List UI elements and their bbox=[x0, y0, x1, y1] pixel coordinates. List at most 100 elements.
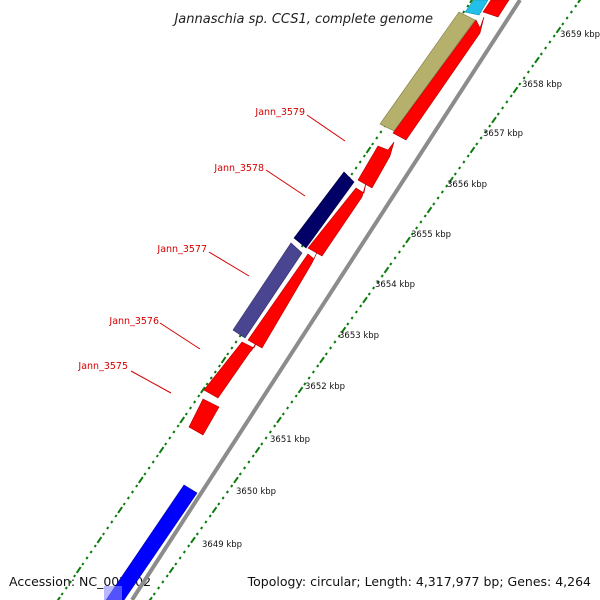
scale-label: 3654 kbp bbox=[375, 280, 415, 290]
minor-tick bbox=[359, 304, 363, 308]
minor-tick bbox=[453, 172, 457, 176]
minor-tick bbox=[73, 574, 77, 578]
minor-tick bbox=[337, 334, 341, 338]
minor-tick bbox=[230, 346, 234, 350]
gene-right-long[interactable] bbox=[392, 16, 485, 141]
minor-tick bbox=[126, 496, 130, 500]
minor-tick bbox=[290, 400, 294, 404]
minor-tick bbox=[466, 4, 470, 8]
major-tick bbox=[469, 0, 474, 4]
scale-label: 3650 kbp bbox=[236, 487, 276, 497]
minor-tick bbox=[89, 550, 93, 554]
gene-label: Jann_3577 bbox=[156, 244, 207, 255]
minor-tick bbox=[505, 100, 509, 104]
minor-tick bbox=[333, 340, 337, 344]
minor-tick bbox=[260, 442, 264, 446]
minor-tick bbox=[157, 586, 161, 590]
minor-tick bbox=[311, 370, 315, 374]
minor-tick bbox=[552, 34, 556, 38]
gene-top-right[interactable] bbox=[482, 0, 510, 18]
gene-navy[interactable] bbox=[293, 171, 355, 249]
minor-tick bbox=[234, 340, 238, 344]
minor-tick bbox=[268, 430, 272, 434]
backbone-line bbox=[130, 0, 522, 600]
minor-tick bbox=[208, 514, 212, 518]
minor-tick bbox=[367, 292, 371, 296]
major-tick bbox=[319, 356, 325, 364]
minor-tick bbox=[436, 196, 440, 200]
minor-tick bbox=[307, 376, 311, 380]
minor-tick bbox=[358, 160, 362, 164]
minor-tick bbox=[475, 142, 479, 146]
minor-tick bbox=[419, 220, 423, 224]
minor-tick bbox=[184, 412, 188, 416]
minor-tick bbox=[217, 502, 221, 506]
minor-tick bbox=[102, 532, 106, 536]
minor-tick bbox=[565, 16, 569, 20]
minor-tick bbox=[195, 532, 199, 536]
major-tick bbox=[491, 116, 497, 124]
minor-tick bbox=[165, 574, 169, 578]
gene-olive[interactable] bbox=[379, 11, 476, 132]
minor-tick bbox=[350, 316, 354, 320]
outer-tick-ring bbox=[148, 0, 582, 600]
major-tick bbox=[179, 416, 186, 424]
minor-tick bbox=[213, 370, 217, 374]
minor-tick bbox=[247, 460, 251, 464]
minor-tick bbox=[518, 82, 522, 86]
major-tick bbox=[137, 476, 144, 484]
minor-tick bbox=[402, 244, 406, 248]
major-tick bbox=[190, 536, 196, 544]
minor-tick bbox=[204, 520, 208, 524]
scale-label: 3656 kbp bbox=[447, 180, 487, 190]
minor-tick bbox=[445, 184, 449, 188]
gene-cyan[interactable] bbox=[464, 0, 489, 16]
scale-labels: 3649 kbp 3650 kbp 3651 kbp 3652 kbp 3653… bbox=[202, 30, 600, 550]
major-tick bbox=[426, 206, 433, 214]
genome-summary: Topology: circular; Length: 4,317,977 bp… bbox=[247, 574, 591, 589]
gene-label: Jann_3576 bbox=[108, 316, 159, 327]
minor-tick bbox=[209, 376, 213, 380]
minor-tick bbox=[488, 124, 492, 128]
gene-track-reverse bbox=[104, 0, 489, 600]
minor-tick bbox=[479, 136, 483, 140]
minor-tick bbox=[466, 154, 470, 158]
minor-tick bbox=[415, 226, 419, 230]
minor-tick bbox=[176, 424, 180, 428]
minor-tick bbox=[281, 412, 285, 416]
minor-tick bbox=[178, 556, 182, 560]
minor-tick bbox=[164, 442, 168, 446]
gene-jann-3576[interactable] bbox=[203, 338, 259, 399]
gene-jann-3575[interactable] bbox=[188, 398, 220, 436]
minor-tick bbox=[458, 166, 462, 170]
major-tick bbox=[405, 236, 411, 244]
minor-tick bbox=[462, 160, 466, 164]
gene-slate[interactable] bbox=[232, 242, 303, 339]
major-tick bbox=[469, 146, 476, 154]
minor-tick bbox=[372, 286, 376, 290]
minor-tick bbox=[130, 490, 135, 494]
gene-jann-3579[interactable] bbox=[357, 141, 395, 189]
minor-tick bbox=[110, 520, 114, 524]
gene-label: Jann_3575 bbox=[77, 361, 128, 372]
minor-tick bbox=[393, 256, 397, 260]
major-tick bbox=[448, 176, 454, 184]
minor-tick bbox=[569, 10, 573, 14]
minor-tick bbox=[188, 406, 193, 410]
minor-tick bbox=[410, 232, 414, 236]
minor-tick bbox=[350, 172, 354, 176]
major-tick bbox=[233, 476, 239, 484]
accession-label: Accession: NC_007802 bbox=[9, 574, 151, 589]
minor-tick bbox=[316, 364, 320, 368]
minor-tick bbox=[251, 454, 255, 458]
minor-tick bbox=[380, 274, 384, 278]
minor-tick bbox=[496, 112, 500, 116]
minor-tick bbox=[376, 280, 380, 284]
major-tick bbox=[555, 26, 562, 34]
minor-tick bbox=[85, 556, 89, 560]
minor-tick bbox=[574, 4, 578, 8]
minor-tick bbox=[197, 394, 201, 398]
gene-blue[interactable] bbox=[105, 484, 198, 600]
minor-tick bbox=[193, 400, 197, 404]
minor-tick bbox=[60, 592, 64, 596]
